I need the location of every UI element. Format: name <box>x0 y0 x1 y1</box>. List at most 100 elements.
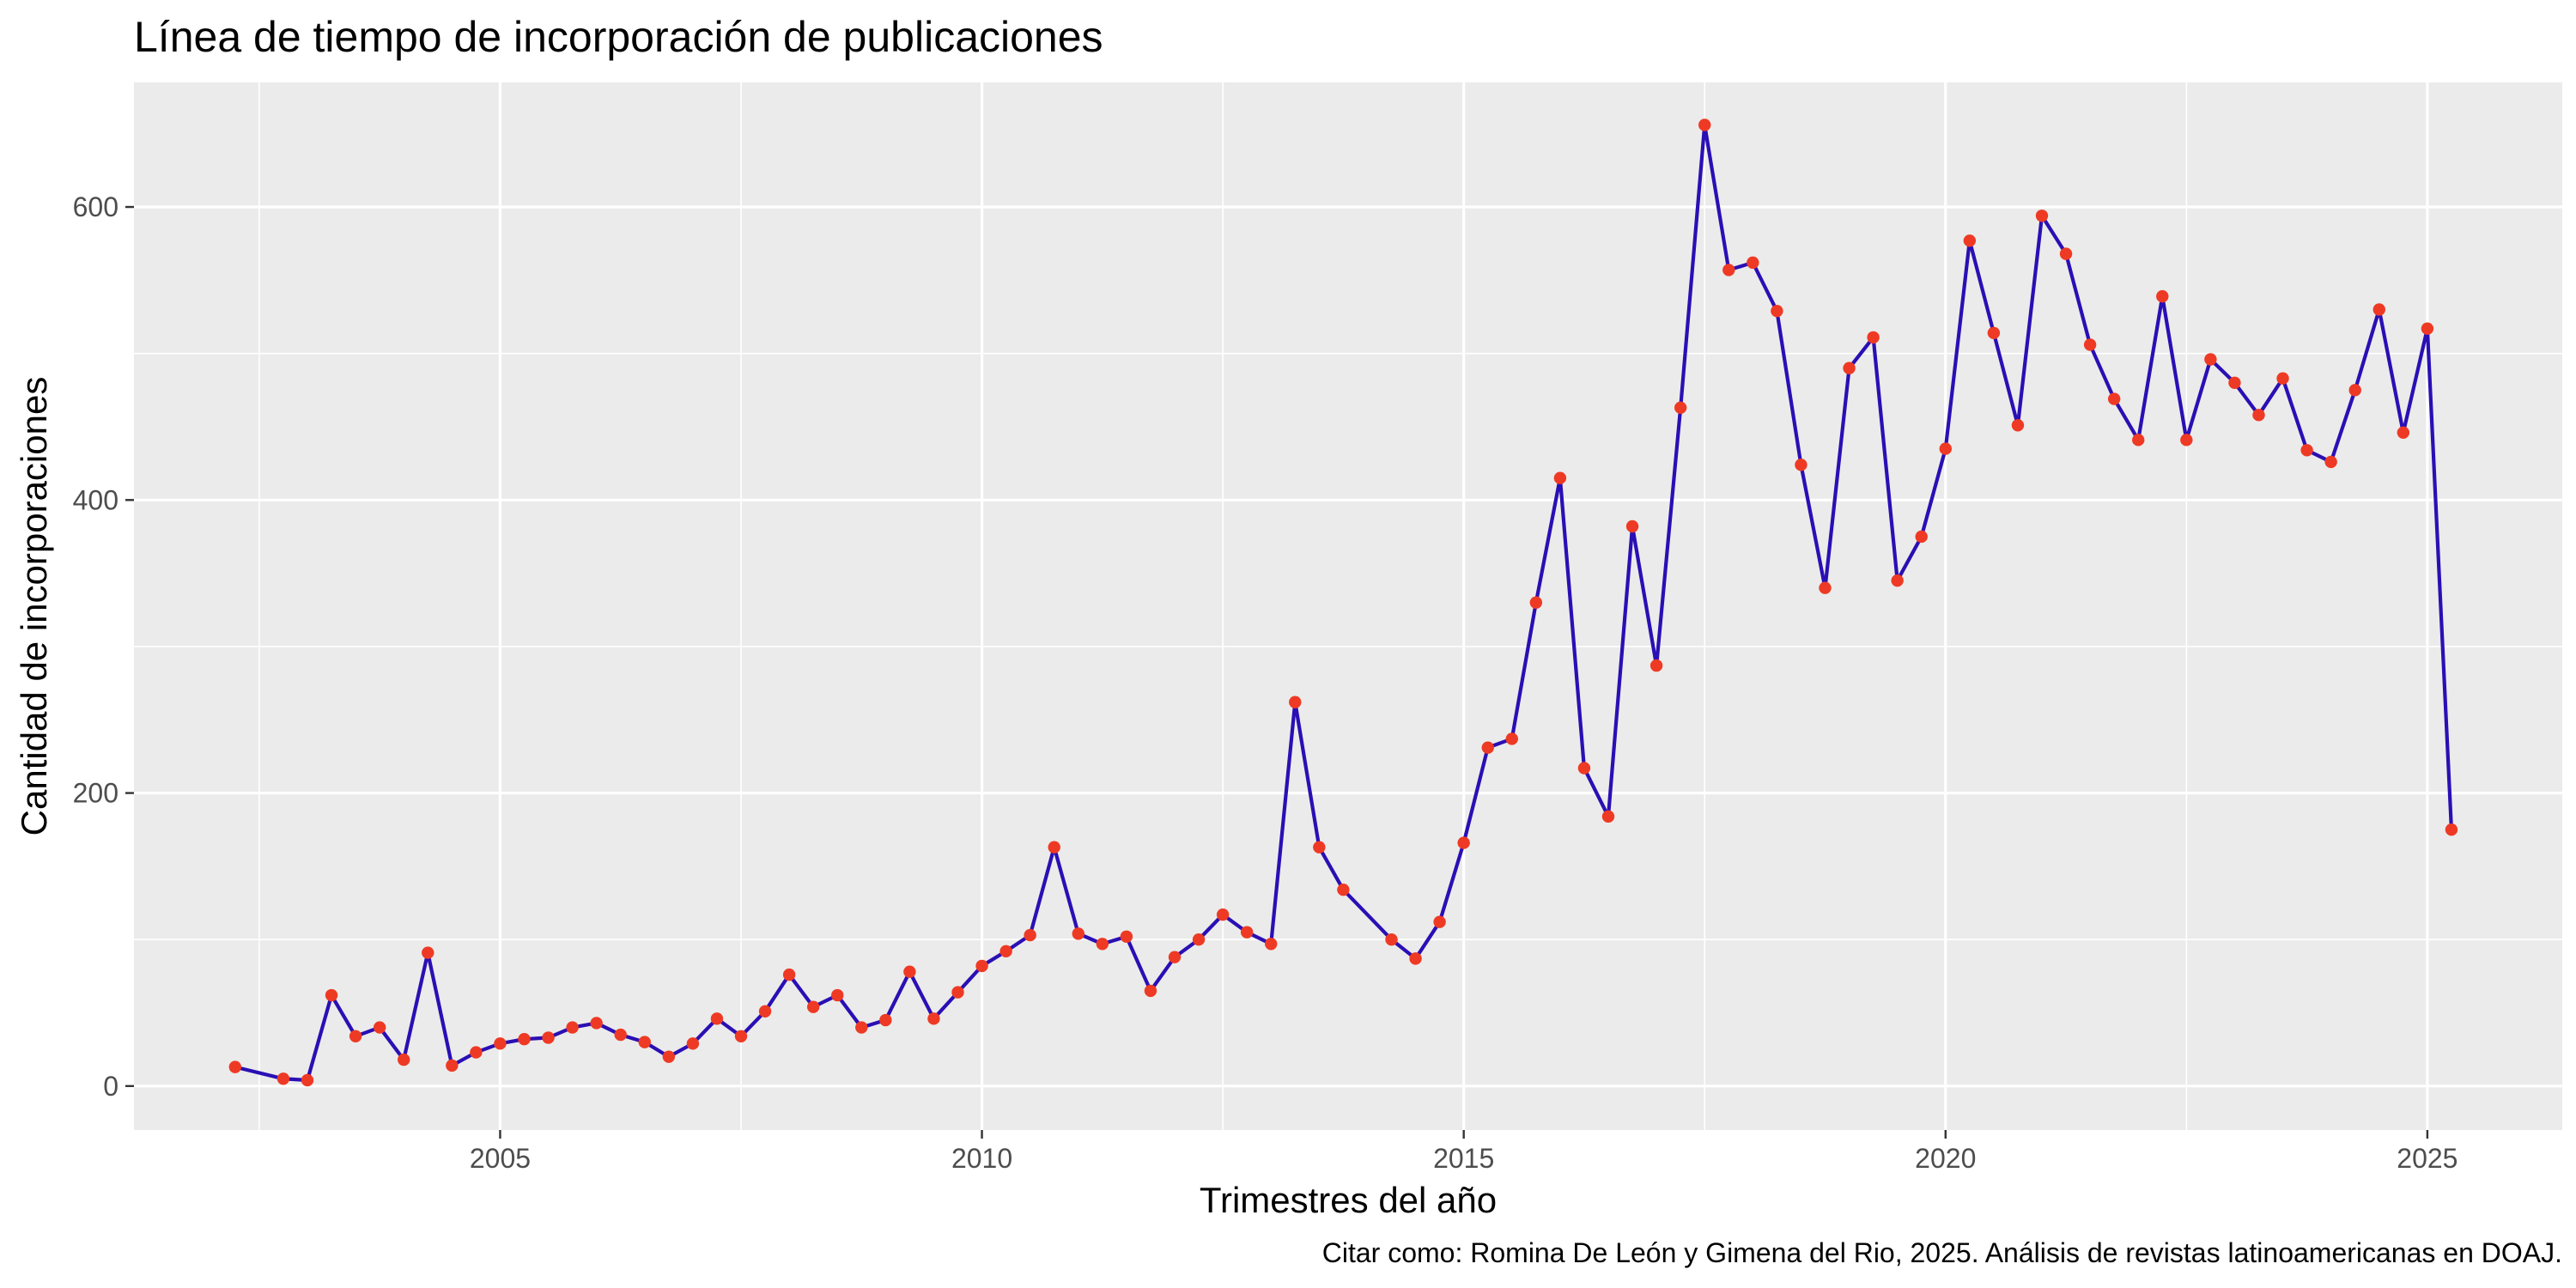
data-point <box>325 988 338 1002</box>
y-axis-title: Cantidad de incorporaciones <box>14 377 54 836</box>
data-point <box>2156 289 2169 303</box>
data-point <box>710 1012 724 1025</box>
data-point <box>1939 442 1952 455</box>
data-point <box>1963 234 1977 247</box>
y-axis: 0 200 400 600 <box>73 191 134 1102</box>
data-point <box>1024 928 1036 942</box>
data-point <box>2035 210 2049 222</box>
x-tick-label: 2010 <box>951 1143 1012 1174</box>
data-point <box>349 1030 362 1042</box>
data-point <box>2204 353 2217 366</box>
x-tick-label: 2015 <box>1433 1143 1494 1174</box>
data-point <box>1168 951 1182 963</box>
data-point <box>1409 952 1422 965</box>
data-point <box>446 1059 459 1072</box>
x-tick-label: 2005 <box>470 1143 531 1174</box>
data-point <box>999 945 1012 958</box>
data-point <box>1747 256 1759 270</box>
data-point <box>1843 361 1856 374</box>
data-point <box>855 1021 868 1034</box>
data-point <box>1096 938 1109 951</box>
data-point <box>1795 459 1807 471</box>
data-point <box>1915 530 1928 544</box>
x-axis-title: Trimestres del año <box>1200 1180 1497 1220</box>
series-points-group <box>228 118 2458 1087</box>
chart-caption: Citar como: Romina De León y Gimena del … <box>1322 1237 2562 1268</box>
data-point <box>1120 930 1133 943</box>
data-point <box>2324 455 2337 469</box>
data-point <box>494 1037 507 1050</box>
data-point <box>951 986 964 999</box>
data-point <box>1505 732 1518 745</box>
data-point <box>2132 434 2145 447</box>
data-point <box>782 968 796 981</box>
data-point <box>1289 696 1302 708</box>
data-point <box>614 1028 627 1042</box>
data-point <box>1529 596 1543 609</box>
data-point <box>2011 419 2025 432</box>
data-point <box>2421 322 2434 335</box>
data-point <box>2059 247 2073 260</box>
data-point <box>1553 471 1567 484</box>
plot-panel <box>134 82 2562 1130</box>
data-point <box>734 1030 748 1042</box>
data-point <box>2107 392 2121 405</box>
data-point <box>903 965 916 978</box>
data-point <box>2348 384 2361 397</box>
data-point <box>1048 841 1060 854</box>
y-tick-label: 600 <box>73 191 118 222</box>
data-point <box>373 1021 386 1034</box>
data-point <box>2445 823 2458 836</box>
y-tick-label: 200 <box>73 778 118 809</box>
data-point <box>518 1033 531 1046</box>
data-point <box>398 1053 410 1066</box>
data-point <box>2252 409 2265 422</box>
data-point <box>1072 927 1084 940</box>
data-point <box>422 946 434 959</box>
data-point <box>301 1073 314 1087</box>
data-point <box>1385 933 1398 946</box>
data-point <box>228 1060 242 1073</box>
data-point <box>590 1017 603 1030</box>
data-point <box>1481 741 1494 754</box>
data-point <box>276 1072 290 1085</box>
data-point <box>1722 264 1735 276</box>
data-point <box>2397 426 2410 440</box>
major-gridlines <box>134 82 2562 1130</box>
data-point <box>1265 938 1278 951</box>
data-point <box>1313 841 1326 854</box>
chart-title: Línea de tiempo de incorporación de publ… <box>134 13 1103 61</box>
data-point <box>566 1021 579 1034</box>
data-point <box>542 1031 555 1044</box>
data-point <box>1819 581 1832 594</box>
data-point <box>1192 933 1206 946</box>
data-point <box>662 1050 676 1063</box>
data-point <box>686 1037 700 1050</box>
data-point <box>831 988 844 1002</box>
data-point <box>1433 915 1446 928</box>
data-point <box>2228 376 2241 389</box>
data-point <box>638 1036 651 1048</box>
minor-gridlines <box>134 82 2562 1130</box>
data-point <box>1698 118 1711 131</box>
data-point <box>758 1005 772 1018</box>
data-point <box>1625 519 1639 533</box>
x-axis: 2005 2010 2015 2020 2025 <box>470 1130 2458 1174</box>
data-point <box>1577 762 1591 775</box>
data-point <box>2300 444 2313 457</box>
data-point <box>1987 326 2001 339</box>
x-tick-label: 2025 <box>2397 1143 2458 1174</box>
data-point <box>1867 331 1880 344</box>
data-point <box>470 1046 483 1059</box>
data-point <box>2180 434 2193 447</box>
y-tick-label: 400 <box>73 484 118 515</box>
data-point <box>1649 659 1663 672</box>
data-point <box>1891 574 1904 587</box>
data-point <box>1144 984 1157 998</box>
data-point <box>2083 338 2097 351</box>
data-point <box>975 959 988 973</box>
data-point <box>1771 304 1783 318</box>
data-point <box>927 1012 940 1025</box>
data-point <box>1216 908 1230 921</box>
